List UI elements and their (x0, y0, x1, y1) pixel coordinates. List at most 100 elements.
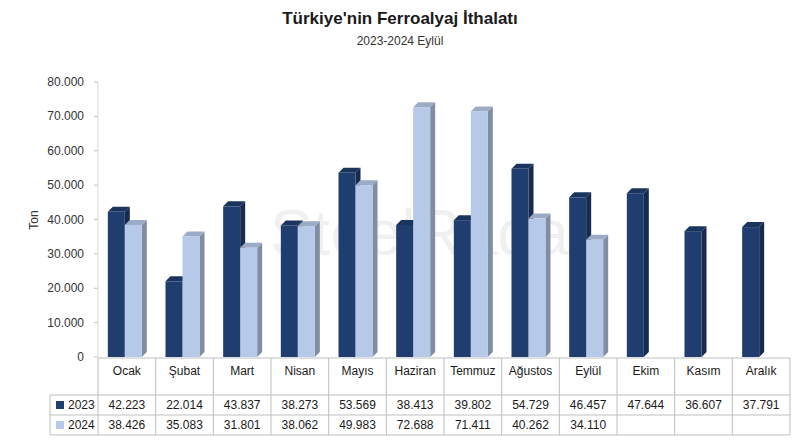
table-value: 40.262 (512, 418, 549, 432)
bar-side (546, 214, 551, 357)
x-tick-label: Eylül (575, 364, 601, 378)
bar (125, 225, 142, 357)
y-tick-label: 80.000 (47, 75, 84, 89)
table-value: 38.426 (108, 418, 145, 432)
bar (166, 281, 183, 357)
table-line (271, 358, 272, 435)
table-line (50, 435, 790, 436)
bar (356, 185, 373, 357)
table-value: 47.644 (627, 398, 664, 412)
bar-top (413, 102, 435, 107)
y-tick-label: 40.000 (47, 213, 84, 227)
bar (742, 227, 759, 357)
subtitle: 2023-2024 Eylül (357, 34, 444, 48)
table-value: 43.837 (224, 398, 261, 412)
table-value: 35.083 (166, 418, 203, 432)
bar-top (586, 235, 608, 240)
table-value: 31.801 (224, 418, 261, 432)
bar-side (430, 102, 435, 357)
y-tick-label: 0 (77, 350, 84, 364)
y-tick-label: 60.000 (47, 144, 84, 158)
table-value: 72.688 (397, 418, 434, 432)
table-line (50, 395, 790, 396)
table-value: 38.273 (281, 398, 318, 412)
x-tick-label: Ekim (632, 364, 659, 378)
table-line (674, 358, 675, 435)
y-tick-label: 30.000 (47, 247, 84, 261)
bar (240, 248, 257, 357)
y-tick (94, 185, 98, 186)
bars (108, 102, 764, 357)
table-value: 37.791 (743, 398, 780, 412)
table-line (386, 358, 387, 435)
bar (108, 212, 125, 357)
y-tick (94, 219, 98, 220)
bar-side (315, 221, 320, 357)
table-line (50, 415, 790, 416)
x-tick-label: Kasım (686, 364, 720, 378)
bar-top (108, 207, 130, 212)
bar (339, 173, 356, 357)
bar-top (742, 222, 764, 227)
bar-top (125, 220, 147, 225)
table-line (155, 358, 156, 435)
bar (281, 225, 298, 357)
bar (512, 169, 529, 357)
bar-top (569, 192, 591, 197)
background (0, 0, 800, 447)
y-tick (94, 288, 98, 289)
bar-top (339, 168, 361, 173)
bar-top (298, 221, 320, 226)
y-tick (94, 82, 98, 83)
y-tick-label: 20.000 (47, 281, 84, 295)
x-tick-label: Nisan (284, 364, 315, 378)
table-value: 39.802 (454, 398, 491, 412)
legend-swatch (56, 401, 64, 409)
bar-side (702, 226, 707, 357)
y-tick (94, 150, 98, 151)
bar (569, 197, 586, 357)
bar (454, 220, 471, 357)
y-tick (94, 357, 98, 358)
table-value: 38.413 (397, 398, 434, 412)
x-tick-label: Temmuz (450, 364, 495, 378)
bar (685, 231, 702, 357)
bar-side (200, 231, 205, 357)
y-tick (94, 253, 98, 254)
bar (529, 219, 546, 357)
legend-label: 2024 (68, 418, 95, 432)
bar (627, 193, 644, 357)
bar-top (223, 201, 245, 206)
x-tick-label: Mart (230, 364, 255, 378)
x-tick-label: Mayıs (341, 364, 373, 378)
chart: SteelRadarTürkiye'nin Ferroalyaj İthalat… (0, 0, 800, 447)
y-axis-label: Ton (27, 210, 41, 229)
table-value: 49.983 (339, 418, 376, 432)
table-line (501, 358, 502, 435)
table-line (732, 358, 733, 435)
bar-top (240, 243, 262, 248)
table-line (559, 358, 560, 435)
bar (396, 225, 413, 357)
table-value: 46.457 (570, 398, 607, 412)
table-value: 54.729 (512, 398, 549, 412)
table-line (328, 358, 329, 435)
bar-top (471, 107, 493, 112)
x-tick-label: Ağustos (509, 364, 552, 378)
x-tick-label: Şubat (169, 364, 201, 378)
bar-side (257, 243, 262, 357)
title: Türkiye'nin Ferroalyaj İthalatı (282, 9, 518, 28)
bar (183, 236, 200, 357)
x-tick-label: Haziran (394, 364, 435, 378)
bar-top (627, 188, 649, 193)
table-value: 36.607 (685, 398, 722, 412)
bar (586, 240, 603, 357)
legend-label: 2023 (68, 398, 95, 412)
table-value: 34.110 (570, 418, 606, 432)
table-line (444, 358, 445, 435)
bar-top (356, 180, 378, 185)
table-value: 42.223 (108, 398, 145, 412)
bar-side (759, 222, 764, 357)
table-line (213, 358, 214, 435)
y-tick-label: 70.000 (47, 109, 84, 123)
